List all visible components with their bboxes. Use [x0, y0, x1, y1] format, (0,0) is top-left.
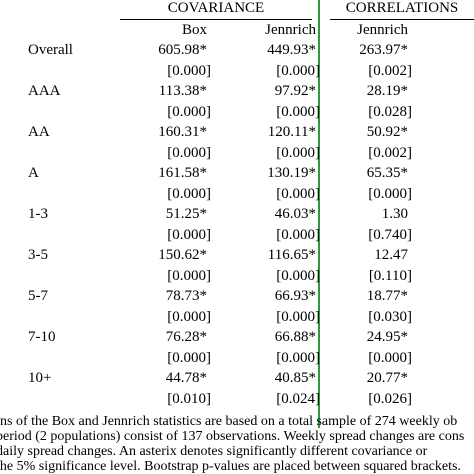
p-value: [0.002]: [368, 62, 412, 79]
statistic: 1.30: [381, 206, 408, 222]
p-value: [0.026]: [368, 390, 412, 407]
column-header: Jennrich: [265, 22, 316, 38]
p-value: [0.000]: [167, 267, 211, 284]
row-label: Overall: [28, 42, 73, 58]
p-value: [0.024]: [276, 390, 320, 407]
statistic: 78.73*: [165, 288, 207, 304]
rule: [120, 19, 312, 20]
column-header: Box: [181, 22, 207, 38]
row-label: A: [28, 165, 39, 181]
p-value: [0.000]: [276, 267, 320, 284]
statistic: 161.58*: [158, 165, 207, 181]
footnote-line: period (2 populations) consist of 137 ob…: [0, 429, 465, 444]
p-value: [0.000]: [276, 308, 320, 325]
p-value: [0.740]: [368, 226, 412, 243]
group-header: CORRELATIONS: [345, 0, 459, 16]
statistic: 116.65*: [267, 247, 316, 263]
p-value: [0.000]: [276, 226, 320, 243]
row-label: AAA: [28, 83, 61, 99]
footnote-line: daily spread changes. An asterix denotes…: [0, 444, 428, 459]
statistic: 44.78*: [165, 370, 207, 386]
p-value: [0.000]: [276, 144, 320, 161]
statistic: 120.11*: [267, 124, 316, 140]
statistic: 113.38*: [158, 83, 207, 99]
statistic: 51.25*: [165, 206, 207, 222]
p-value: [0.000]: [167, 185, 211, 202]
row-label: 7-10: [28, 329, 56, 345]
p-value: [0.000]: [167, 308, 211, 325]
p-value: [0.000]: [167, 62, 211, 79]
row-label: 5-7: [28, 288, 48, 304]
statistic: 130.19*: [267, 165, 316, 181]
group-header: COVARIANCE: [167, 0, 265, 16]
footnote-line: ns of the Box and Jennrich statistics ar…: [0, 414, 458, 429]
statistic: 40.85*: [274, 370, 316, 386]
p-value: [0.000]: [368, 349, 412, 366]
row-label: 10+: [28, 370, 52, 386]
p-value: [0.000]: [368, 185, 412, 202]
p-value: [0.000]: [167, 349, 211, 366]
p-value: [0.028]: [368, 103, 412, 120]
statistic: 97.92*: [274, 83, 316, 99]
p-value: [0.030]: [368, 308, 412, 325]
statistic: 20.77*: [366, 370, 408, 386]
row-label: AA: [28, 124, 50, 140]
p-value: [0.002]: [368, 144, 412, 161]
statistic: 50.92*: [366, 124, 408, 140]
p-value: [0.000]: [167, 226, 211, 243]
p-value: [0.000]: [276, 349, 320, 366]
p-value: [0.000]: [276, 185, 320, 202]
statistic: 449.93*: [267, 42, 316, 58]
rule: [330, 19, 474, 20]
statistic: 24.95*: [366, 329, 408, 345]
statistic: 66.93*: [274, 288, 316, 304]
statistic: 160.31*: [158, 124, 207, 140]
statistic: 18.77*: [366, 288, 408, 304]
row-label: 3-5: [28, 247, 48, 263]
p-value: [0.110]: [368, 267, 412, 284]
statistic: 263.97*: [359, 42, 408, 58]
statistic: 12.47: [374, 247, 408, 263]
p-value: [0.000]: [167, 103, 211, 120]
p-value: [0.000]: [276, 103, 320, 120]
statistic: 605.98*: [158, 42, 207, 58]
footnote-line: the 5% significance level. Bootstrap p-v…: [0, 459, 461, 474]
p-value: [0.010]: [167, 390, 211, 407]
p-value: [0.000]: [276, 62, 320, 79]
statistic: 66.88*: [274, 329, 316, 345]
statistic: 28.19*: [366, 83, 408, 99]
divider: [318, 0, 320, 428]
statistic: 65.35*: [366, 165, 408, 181]
statistic: 46.03*: [274, 206, 316, 222]
column-header: Jennrich: [357, 22, 408, 38]
statistic: 76.28*: [165, 329, 207, 345]
statistic: 150.62*: [158, 247, 207, 263]
p-value: [0.000]: [167, 144, 211, 161]
row-label: 1-3: [28, 206, 48, 222]
